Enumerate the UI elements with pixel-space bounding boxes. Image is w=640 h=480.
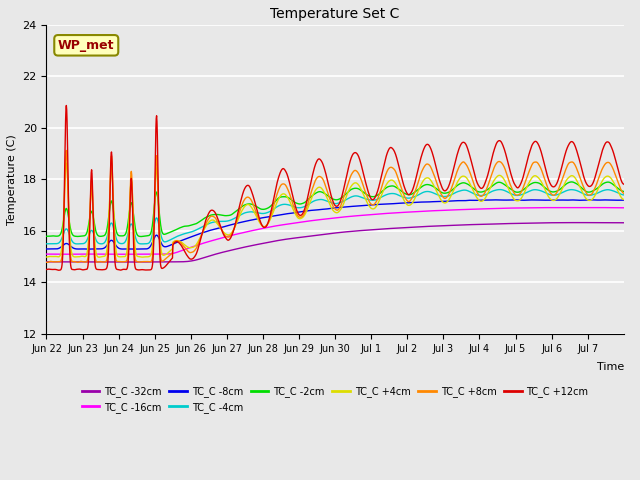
Y-axis label: Temperature (C): Temperature (C) <box>7 134 17 225</box>
TC_C +4cm <box>95 254 103 260</box>
TC_C -4cm <box>74 241 81 247</box>
Text: Time: Time <box>596 362 624 372</box>
TC_C -4cm <box>584 192 591 198</box>
TC_C -4cm <box>339 199 346 204</box>
TC_C -32cm <box>620 220 628 226</box>
TC_C -16cm <box>441 207 449 213</box>
TC_C +4cm <box>43 254 51 260</box>
TC_C +4cm <box>620 197 628 203</box>
TC_C -16cm <box>339 214 346 220</box>
TC_C -16cm <box>304 218 312 224</box>
Line: TC_C -32cm: TC_C -32cm <box>47 223 624 262</box>
TC_C -2cm <box>441 191 449 196</box>
TC_C -4cm <box>43 241 51 247</box>
TC_C +4cm <box>63 160 70 166</box>
Line: TC_C -16cm: TC_C -16cm <box>47 208 624 254</box>
TC_C -16cm <box>620 205 628 211</box>
TC_C -2cm <box>339 194 346 200</box>
TC_C -2cm <box>147 232 154 238</box>
TC_C +8cm <box>620 191 628 196</box>
Title: Temperature Set C: Temperature Set C <box>271 7 400 21</box>
TC_C +12cm <box>147 267 154 273</box>
TC_C +8cm <box>305 199 312 205</box>
Line: TC_C -4cm: TC_C -4cm <box>47 190 624 244</box>
TC_C +8cm <box>43 259 51 265</box>
TC_C -8cm <box>620 197 628 203</box>
TC_C -16cm <box>602 205 610 211</box>
TC_C -8cm <box>304 208 312 214</box>
TC_C +4cm <box>54 254 61 260</box>
Line: TC_C -8cm: TC_C -8cm <box>47 200 624 249</box>
TC_C -2cm <box>54 233 61 239</box>
TC_C -4cm <box>304 202 312 207</box>
TC_C +8cm <box>584 192 591 197</box>
TC_C -8cm <box>441 198 449 204</box>
Line: TC_C +12cm: TC_C +12cm <box>47 106 624 270</box>
TC_C -32cm <box>128 259 136 265</box>
TC_C +12cm <box>63 103 70 108</box>
TC_C +4cm <box>339 203 346 209</box>
TC_C -16cm <box>583 205 591 211</box>
TC_C -2cm <box>568 179 575 185</box>
TC_C +12cm <box>43 266 51 272</box>
TC_C +12cm <box>584 182 591 188</box>
TC_C -32cm <box>339 229 346 235</box>
TC_C -8cm <box>589 197 596 203</box>
TC_C +12cm <box>620 181 628 187</box>
TC_C -8cm <box>43 246 51 252</box>
TC_C -16cm <box>124 252 132 257</box>
TC_C -2cm <box>43 233 51 239</box>
TC_C +12cm <box>339 191 346 197</box>
TC_C +12cm <box>441 188 449 194</box>
TC_C -4cm <box>147 239 154 244</box>
TC_C +8cm <box>147 259 154 264</box>
TC_C -4cm <box>496 187 504 192</box>
TC_C -16cm <box>147 251 154 257</box>
TC_C -32cm <box>575 220 582 226</box>
TC_C +12cm <box>54 267 61 273</box>
TC_C -8cm <box>583 197 591 203</box>
Legend: TC_C -32cm, TC_C -16cm, TC_C -8cm, TC_C -4cm, TC_C -2cm, TC_C +4cm, TC_C +8cm, T: TC_C -32cm, TC_C -16cm, TC_C -8cm, TC_C … <box>78 382 593 417</box>
TC_C -32cm <box>441 223 449 228</box>
TC_C -16cm <box>43 251 51 257</box>
TC_C -32cm <box>304 233 312 239</box>
Line: TC_C -2cm: TC_C -2cm <box>47 182 624 237</box>
TC_C -8cm <box>339 204 346 210</box>
TC_C -32cm <box>54 259 61 265</box>
TC_C -8cm <box>147 244 154 250</box>
TC_C +8cm <box>63 147 70 153</box>
TC_C +12cm <box>55 267 63 273</box>
TC_C -32cm <box>584 220 591 226</box>
TC_C -4cm <box>54 240 61 246</box>
TC_C -16cm <box>54 251 61 257</box>
TC_C -2cm <box>584 189 591 195</box>
Text: WP_met: WP_met <box>58 39 115 52</box>
TC_C -2cm <box>137 234 145 240</box>
TC_C +4cm <box>584 197 591 203</box>
TC_C -32cm <box>147 259 154 265</box>
TC_C +8cm <box>54 259 61 264</box>
TC_C -2cm <box>304 197 312 203</box>
TC_C -4cm <box>620 192 628 198</box>
Line: TC_C +8cm: TC_C +8cm <box>47 150 624 263</box>
TC_C +4cm <box>147 253 154 259</box>
TC_C -32cm <box>43 259 51 265</box>
TC_C -8cm <box>84 246 92 252</box>
TC_C -2cm <box>620 189 628 194</box>
TC_C -4cm <box>441 193 449 199</box>
TC_C +12cm <box>305 192 312 198</box>
TC_C +8cm <box>44 260 51 265</box>
TC_C +4cm <box>441 200 449 206</box>
TC_C +4cm <box>305 204 312 210</box>
Line: TC_C +4cm: TC_C +4cm <box>47 163 624 257</box>
TC_C -8cm <box>54 246 61 252</box>
TC_C +8cm <box>441 195 449 201</box>
TC_C +8cm <box>339 198 346 204</box>
